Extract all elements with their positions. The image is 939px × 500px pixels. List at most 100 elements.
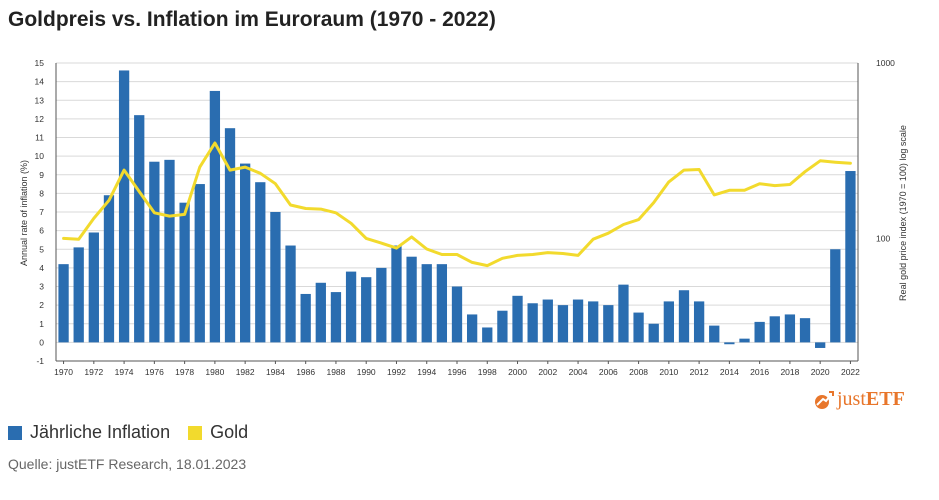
inflation-bar <box>588 301 599 343</box>
inflation-bar <box>754 321 765 343</box>
inflation-bar <box>103 195 115 343</box>
logo-text-suffix: ETF <box>865 388 905 410</box>
y-right-tick-label: 100 <box>876 233 890 243</box>
inflation-bar <box>406 256 417 343</box>
x-tick-label: 2020 <box>811 367 830 377</box>
y-axis-left-label: Annual rate of inflation (%) <box>19 160 29 266</box>
y-left-tick-label: 3 <box>39 282 44 292</box>
legend-item-gold: Gold <box>188 422 248 443</box>
inflation-bar <box>149 161 160 343</box>
inflation-bar <box>512 295 523 343</box>
y-left-tick-label: 8 <box>39 188 44 198</box>
y-left-tick-label: 15 <box>35 58 45 68</box>
inflation-bar <box>451 286 463 343</box>
legend-swatch-inflation <box>8 425 22 440</box>
inflation-bar <box>815 342 826 348</box>
y-axis-right-label: Real gold price index (1970 = 100) log s… <box>898 125 908 301</box>
y-left-tick-label: 14 <box>35 77 45 87</box>
inflation-bar <box>209 90 221 343</box>
gold-line-group <box>62 141 852 268</box>
inflation-bar <box>557 305 569 343</box>
x-tick-label: 1986 <box>296 367 315 377</box>
y-right-tick-label: 1000 <box>876 58 895 68</box>
legend-label-inflation: Jährliche Inflation <box>30 422 171 442</box>
inflation-bar <box>391 245 402 343</box>
justetf-logo[interactable]: just ETF <box>813 388 905 411</box>
y-left-tick-label: 10 <box>35 151 45 161</box>
y-left-tick-label: 12 <box>35 114 45 124</box>
inflation-bar <box>58 264 69 343</box>
inflation-bar <box>663 301 674 343</box>
inflation-bar <box>73 247 84 343</box>
inflation-bars <box>58 70 856 348</box>
x-tick-label: 1988 <box>326 367 345 377</box>
y-left-tick-label: 11 <box>35 133 44 143</box>
inflation-bar <box>830 249 841 343</box>
chart-title: Goldpreis vs. Inflation im Euroraum (197… <box>8 8 496 31</box>
y-left-tick-label: 0 <box>39 337 44 347</box>
inflation-bar <box>134 115 145 343</box>
inflation-bar <box>482 327 493 343</box>
x-tick-label: 1982 <box>236 367 255 377</box>
inflation-bar <box>164 159 175 343</box>
y-left-tick-label: -1 <box>36 356 44 366</box>
inflation-bar <box>315 282 326 343</box>
x-tick-label: 1970 <box>54 367 73 377</box>
y-left-tick-label: 7 <box>39 207 44 217</box>
x-tick-label: 2014 <box>720 367 739 377</box>
inflation-bar <box>693 301 705 343</box>
inflation-bar <box>330 292 342 343</box>
y-left-tick-label: 13 <box>35 95 45 105</box>
x-tick-label: 2010 <box>659 367 678 377</box>
inflation-bar <box>224 128 236 343</box>
inflation-bar <box>179 202 190 343</box>
x-tick-label: 1992 <box>387 367 406 377</box>
inflation-bar <box>376 267 387 343</box>
x-tick-label: 1978 <box>175 367 194 377</box>
inflation-bar <box>527 303 538 343</box>
source-note: Quelle: justETF Research, 18.01.2023 <box>8 456 247 472</box>
inflation-bar <box>240 163 251 343</box>
inflation-bar <box>845 171 856 343</box>
inflation-bar <box>300 293 311 343</box>
x-tick-label: 2000 <box>508 367 527 377</box>
inflation-bar <box>572 299 584 343</box>
x-tick-label: 1976 <box>145 367 164 377</box>
x-tick-label: 1990 <box>357 367 376 377</box>
x-tick-label: 1974 <box>115 367 134 377</box>
y-left-tick-label: 9 <box>39 170 44 180</box>
x-tick-label: 2008 <box>629 367 648 377</box>
inflation-bar <box>784 314 796 343</box>
y-left-tick-label: 5 <box>39 244 44 254</box>
x-tick-label: 2022 <box>841 367 860 377</box>
inflation-bar <box>678 290 690 343</box>
legend-swatch-gold <box>188 425 203 440</box>
inflation-bar <box>633 312 644 343</box>
inflation-bar <box>118 70 130 343</box>
inflation-bar <box>421 264 432 343</box>
inflation-bar <box>436 264 448 343</box>
inflation-bar <box>255 182 266 343</box>
logo-text-prefix: just <box>837 388 866 410</box>
x-tick-label: 1996 <box>448 367 467 377</box>
inflation-bar <box>194 184 205 343</box>
x-tick-label: 2012 <box>690 367 709 377</box>
gold-line <box>62 141 852 268</box>
inflation-bar <box>618 284 629 343</box>
x-tick-label: 1980 <box>205 367 224 377</box>
inflation-bar <box>799 318 811 343</box>
inflation-bar <box>709 325 720 343</box>
legend-label-gold: Gold <box>210 422 249 442</box>
x-tick-label: 1998 <box>478 367 497 377</box>
y-left-tick-label: 4 <box>39 263 44 273</box>
inflation-bar <box>648 323 659 343</box>
legend-item-inflation: Jährliche Inflation <box>8 422 170 443</box>
y-left-tick-label: 2 <box>39 300 44 310</box>
inflation-bar <box>724 342 735 345</box>
x-tick-label: 2002 <box>538 367 557 377</box>
inflation-bar <box>88 232 99 343</box>
x-tick-label: 2006 <box>599 367 618 377</box>
inflation-bar <box>497 310 508 343</box>
